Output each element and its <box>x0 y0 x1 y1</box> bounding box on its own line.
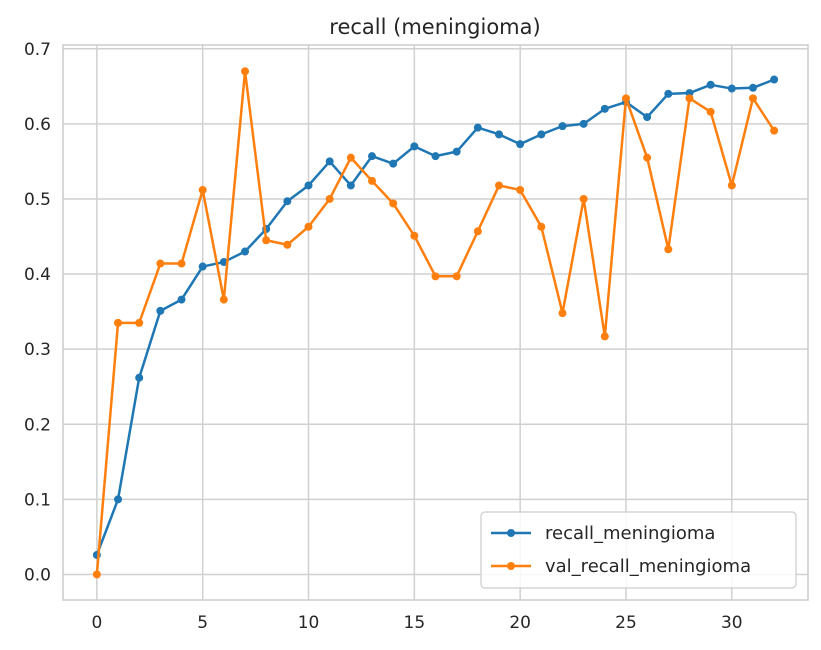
data-point <box>410 142 419 151</box>
y-tick-label: 0.3 <box>24 340 51 360</box>
data-point <box>643 153 652 162</box>
data-point <box>219 258 228 267</box>
data-point <box>283 197 292 206</box>
data-point <box>537 222 546 231</box>
data-point <box>706 80 715 89</box>
data-point <box>389 159 398 168</box>
data-point <box>579 119 588 128</box>
data-point <box>346 153 355 162</box>
data-point <box>664 245 673 254</box>
data-point <box>156 259 165 268</box>
data-point <box>494 181 503 190</box>
y-tick-label: 0.1 <box>24 490 51 510</box>
data-point <box>558 122 567 131</box>
legend-label: recall_meningioma <box>545 523 715 544</box>
plot-area: 0 5 10 15 20 25 30 0.0 0.1 0.2 0.3 0.4 0.5 0.6 0.7 reca… <box>24 40 809 633</box>
data-point <box>664 89 673 98</box>
data-point <box>135 373 144 382</box>
data-point <box>558 309 567 318</box>
data-point <box>241 247 250 256</box>
chart-title: recall (meningioma) <box>329 15 540 39</box>
data-point <box>452 147 461 156</box>
data-point <box>92 570 101 579</box>
legend-label: val_recall_meningioma <box>545 556 751 577</box>
data-point <box>579 194 588 203</box>
data-point <box>304 181 313 190</box>
data-point <box>452 272 461 281</box>
series-val_recall_meningioma <box>92 67 779 579</box>
data-point <box>600 104 609 113</box>
data-point <box>156 306 165 315</box>
x-tick-label: 20 <box>509 613 531 633</box>
series-recall_meningioma <box>92 75 779 559</box>
data-point <box>325 157 334 166</box>
data-point <box>219 295 228 304</box>
x-tick-label: 0 <box>91 613 102 633</box>
data-point <box>431 272 440 281</box>
data-point <box>410 231 419 240</box>
data-point <box>241 67 250 76</box>
data-point <box>706 107 715 116</box>
y-tick-label: 0.7 <box>24 40 51 60</box>
data-point <box>537 130 546 139</box>
data-point <box>368 176 377 185</box>
axes-frame <box>62 44 809 601</box>
data-point <box>262 236 271 245</box>
y-tick-label: 0.0 <box>24 565 51 585</box>
legend-box <box>480 511 797 589</box>
data-point <box>304 222 313 231</box>
data-point <box>114 318 123 327</box>
data-point <box>770 75 779 84</box>
data-point <box>685 94 694 103</box>
data-point <box>516 140 525 149</box>
x-tick-label: 10 <box>298 613 320 633</box>
data-point <box>135 318 144 327</box>
data-point <box>325 194 334 203</box>
data-point <box>600 332 609 341</box>
data-point <box>177 259 186 268</box>
data-point <box>473 227 482 236</box>
y-tick-label: 0.5 <box>24 190 51 210</box>
data-point <box>748 83 757 92</box>
x-tick-label: 25 <box>615 613 637 633</box>
x-tick-label: 30 <box>721 613 743 633</box>
legend-marker <box>507 529 515 537</box>
data-point <box>643 113 652 122</box>
data-point <box>727 181 736 190</box>
data-point <box>198 185 207 194</box>
data-point <box>770 126 779 135</box>
y-tick-label: 0.2 <box>24 415 51 435</box>
data-point <box>283 240 292 249</box>
data-point <box>727 84 736 93</box>
y-tick-label: 0.6 <box>24 115 51 135</box>
data-point <box>368 152 377 161</box>
data-point <box>494 130 503 139</box>
x-tick-label: 15 <box>404 613 426 633</box>
data-point <box>621 94 630 103</box>
data-point <box>346 181 355 190</box>
data-point <box>516 185 525 194</box>
data-point <box>114 495 123 504</box>
series-line <box>95 78 775 556</box>
data-point <box>748 94 757 103</box>
data-point <box>389 199 398 208</box>
data-point <box>473 123 482 132</box>
y-tick-label: 0.4 <box>24 265 51 285</box>
data-point <box>177 295 186 304</box>
data-point <box>198 262 207 271</box>
legend: recall_meningioma val_recall_meningioma <box>480 511 797 589</box>
x-tick-label: 5 <box>197 613 208 633</box>
legend-marker <box>507 562 515 570</box>
data-point <box>431 152 440 161</box>
